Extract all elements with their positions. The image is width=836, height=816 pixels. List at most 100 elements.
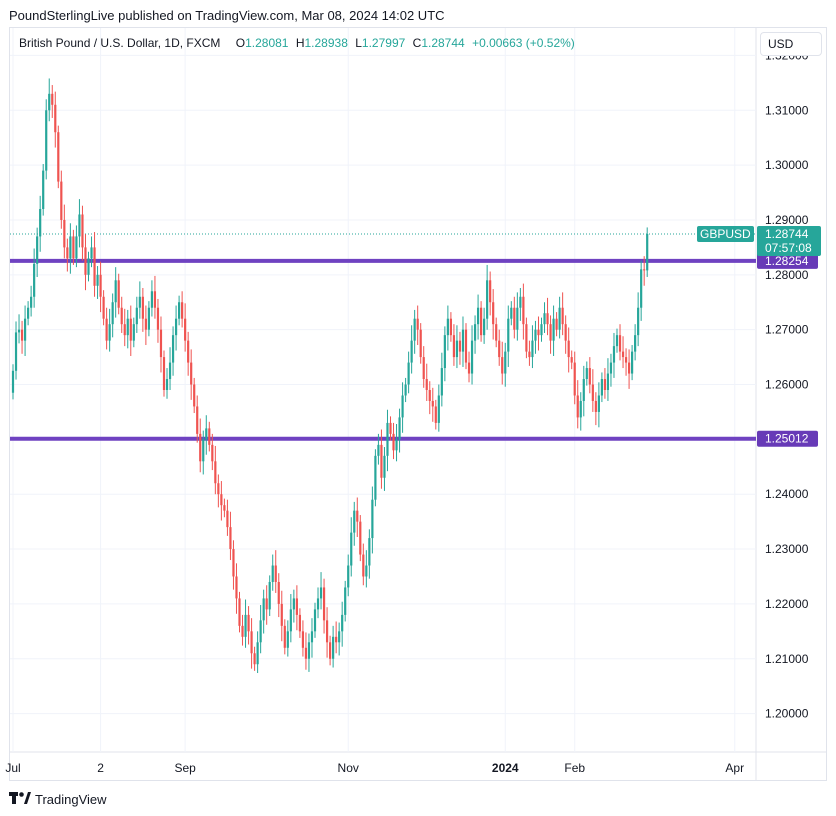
candle-body (168, 362, 172, 380)
candle-body (147, 307, 150, 330)
y-tick-label: 1.23000 (765, 542, 809, 556)
candle-body (250, 631, 253, 654)
x-tick-label: Jul (5, 761, 20, 775)
candle-body (440, 368, 443, 396)
candle-body (159, 329, 163, 358)
symbol-tag-label: GBPUSD (700, 227, 751, 241)
candle-body (504, 351, 507, 374)
candle-body (476, 307, 480, 325)
x-tick-label: Apr (725, 761, 744, 775)
candle-body (184, 318, 187, 341)
candle-body (458, 340, 462, 352)
support-resistance-levels (10, 233, 756, 441)
candle-body (486, 280, 489, 319)
candle-body (437, 395, 440, 423)
candle-body (39, 209, 42, 237)
candle-body (199, 433, 202, 462)
level-price-tag (757, 430, 818, 447)
candle-body (87, 258, 90, 275)
last-price-tag (757, 226, 821, 257)
candle-body (483, 318, 486, 336)
candle-body (573, 362, 576, 396)
candle-body (36, 236, 39, 264)
candle-body (11, 370, 15, 393)
symbol-description: British Pound / U.S. Dollar, 1D, FXCM (19, 36, 221, 50)
candle-body (567, 340, 570, 358)
candle-body (178, 302, 181, 319)
candle-body (181, 302, 184, 319)
candle-body (631, 351, 634, 374)
candle-body (60, 181, 63, 220)
publisher-line: PoundSterlingLive published on TradingVi… (9, 8, 445, 23)
candle-body (111, 302, 114, 325)
candle-body (634, 335, 637, 352)
candle-body (492, 302, 495, 325)
candle-body (347, 565, 350, 588)
high-label: H (295, 36, 305, 50)
candle-body (69, 236, 72, 259)
candle-body (217, 483, 220, 495)
x-tick-label: Sep (174, 761, 196, 775)
candle-body (307, 642, 311, 659)
low-value: 1.27997 (361, 36, 406, 50)
candle-body (63, 219, 66, 248)
candle-body (277, 581, 280, 604)
candle-body (646, 234, 649, 271)
candle-body (398, 417, 401, 440)
candle-body (33, 263, 36, 297)
candle-body (256, 642, 259, 665)
candle-body (588, 368, 591, 385)
candle-body (498, 340, 501, 358)
candle-body (606, 373, 610, 390)
candle-body (171, 335, 175, 363)
candle-body (226, 510, 229, 528)
candle-body (304, 647, 308, 659)
low-label: L (355, 36, 362, 50)
candle-body (96, 274, 99, 286)
candle-body (461, 329, 465, 352)
candle-body (190, 362, 193, 385)
candle-body (585, 368, 588, 380)
candle-body (313, 609, 317, 632)
candle-body (413, 318, 416, 341)
candle-body (141, 296, 144, 319)
candle-body (48, 93, 51, 111)
y-tick-label: 1.20000 (765, 707, 809, 721)
y-tick-label: 1.28000 (765, 268, 809, 282)
x-tick-label: Nov (338, 761, 359, 775)
candle-body (280, 603, 283, 626)
candle-body (75, 236, 78, 259)
candle-body (404, 384, 407, 396)
y-tick-label: 1.26000 (765, 378, 809, 392)
candle-body (120, 307, 123, 325)
level-price-label: 1.28254 (765, 254, 809, 268)
candle-body (543, 313, 546, 325)
candle-body (114, 280, 117, 303)
y-tick-label: 1.21000 (765, 652, 809, 666)
currency-selector[interactable]: USD (760, 32, 822, 56)
candle-body (310, 631, 314, 643)
candle-body (27, 307, 30, 319)
candle-body (395, 439, 398, 451)
candle-body (319, 587, 323, 599)
candle-body (344, 587, 347, 615)
y-tick-label: 1.22000 (765, 597, 809, 611)
candle-body (90, 247, 93, 259)
candle-body (301, 631, 305, 648)
candle-body (241, 625, 244, 637)
tradingview-brand[interactable]: TradingView (9, 792, 107, 807)
candle-body (156, 307, 160, 330)
open-label: O (235, 36, 246, 50)
candle-body (365, 565, 368, 577)
candle-body (144, 318, 147, 330)
candle-body (510, 307, 513, 319)
candle-body (135, 307, 138, 325)
candle-body (637, 307, 640, 336)
candle-body (594, 400, 597, 412)
candle-body (247, 614, 250, 632)
candle-body (208, 428, 211, 445)
candle-body (422, 357, 425, 380)
candle-body (377, 444, 380, 456)
